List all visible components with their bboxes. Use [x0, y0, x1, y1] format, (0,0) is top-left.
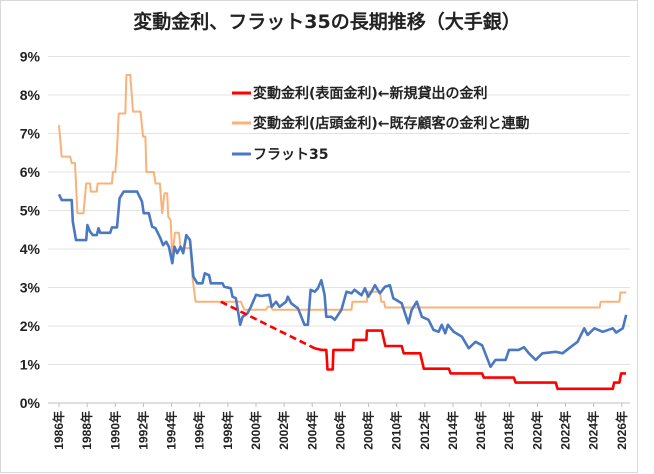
x-tick-label: 2004年 — [304, 411, 319, 450]
x-tick-label: 2008年 — [361, 411, 376, 450]
legend-label-1: 変動金利(店頭金利)←既存顧客の金利と連動 — [253, 115, 530, 132]
series-line-0 — [314, 329, 626, 391]
legend-label-2: フラット35 — [253, 147, 328, 163]
y-tick-label: 2% — [20, 318, 41, 334]
x-tick-label: 1994年 — [164, 411, 179, 450]
x-tick-label: 2022年 — [558, 411, 573, 450]
y-tick-label: 4% — [20, 241, 41, 257]
y-tick-label: 7% — [20, 126, 41, 142]
x-tick-label: 2002年 — [276, 411, 291, 450]
y-tick-label: 6% — [20, 164, 41, 180]
x-tick-label: 1990年 — [107, 411, 122, 450]
series-dashed-line-0 — [220, 300, 316, 350]
x-tick-label: 1992年 — [135, 411, 150, 450]
x-tick-label: 2018年 — [501, 411, 516, 450]
x-tick-label: 1986年 — [51, 411, 66, 450]
chart-title: 変動金利、フラット35の長期推移（大手銀） — [133, 10, 520, 33]
x-tick-label: 2026年 — [614, 411, 629, 450]
x-tick-label: 2014年 — [445, 411, 460, 450]
series-line-2 — [57, 190, 628, 369]
y-tick-label: 3% — [20, 280, 41, 296]
x-tick-label: 2020年 — [529, 411, 544, 450]
x-tick-label: 2000年 — [248, 411, 263, 450]
x-tick-label: 2010年 — [389, 411, 404, 450]
chart-frame — [0, 0, 638, 473]
x-tick-label: 2016年 — [473, 411, 488, 450]
y-tick-label: 5% — [20, 203, 41, 219]
x-tick-label: 1996年 — [192, 411, 207, 450]
x-tick-label: 2006年 — [332, 411, 347, 450]
x-tick-label: 2024年 — [586, 411, 601, 450]
y-tick-label: 1% — [20, 357, 41, 373]
y-tick-label: 9% — [20, 49, 41, 65]
x-tick-label: 1998年 — [220, 411, 235, 450]
y-tick-label: 8% — [20, 87, 41, 103]
x-tick-label: 2012年 — [417, 411, 432, 450]
x-tick-label: 1988年 — [79, 411, 94, 450]
series-line-1 — [58, 74, 627, 311]
legend-label-0: 変動金利(表面金利)←新規貸出の金利 — [253, 85, 488, 102]
y-tick-label: 0% — [20, 395, 41, 411]
